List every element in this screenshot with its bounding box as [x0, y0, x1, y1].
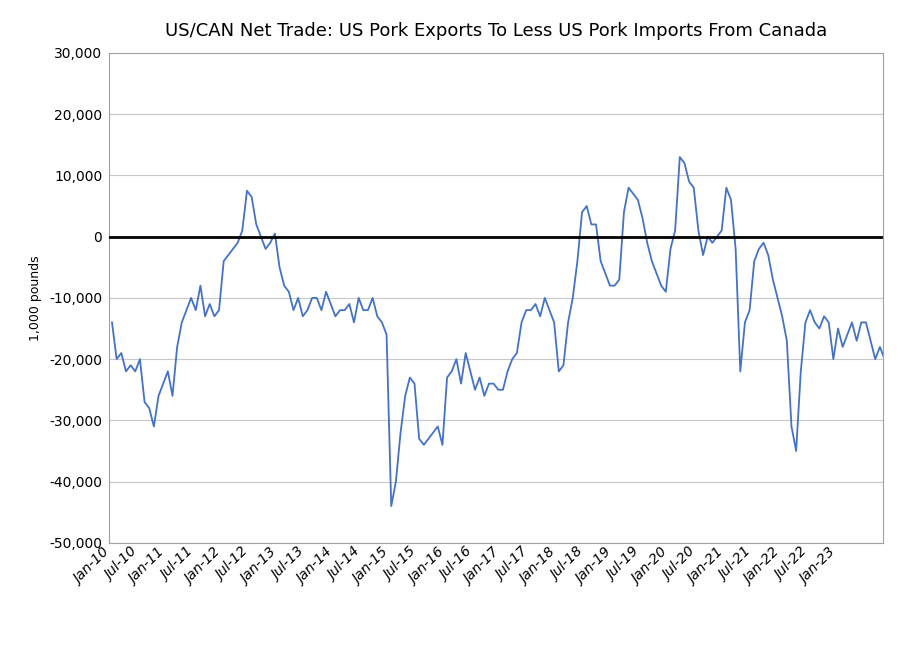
- Y-axis label: 1,000 pounds: 1,000 pounds: [29, 255, 42, 341]
- Title: US/CAN Net Trade: US Pork Exports To Less US Pork Imports From Canada: US/CAN Net Trade: US Pork Exports To Les…: [165, 23, 827, 40]
